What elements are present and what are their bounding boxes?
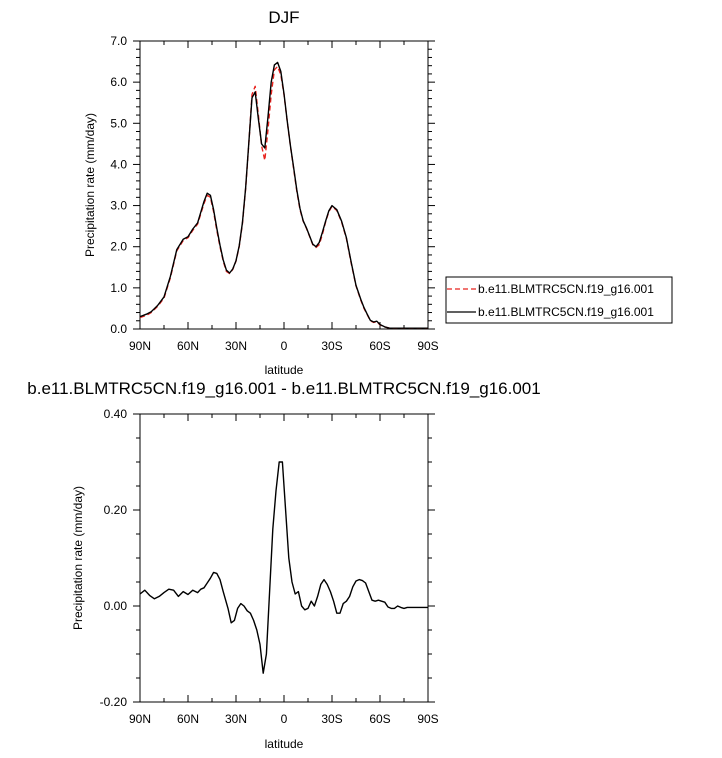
top-x-tick-label: 0 [281,339,288,353]
bottom-x-axis-label: latitude [265,737,304,751]
bottom-panel: b.e11.BLMTRC5CN.f19_g16.001 - b.e11.BLMT… [27,379,540,751]
top-series-line-2 [139,61,428,329]
bottom-chart-title: b.e11.BLMTRC5CN.f19_g16.001 - b.e11.BLMT… [27,379,540,398]
bottom-x-tick-label: 0 [281,712,288,726]
top-x-tick-label: 30S [321,339,342,353]
top-plot-frame [139,40,429,330]
bottom-y-tick-label: -0.20 [100,695,128,709]
top-x-tick-label: 90N [129,339,151,353]
top-legend: b.e11.BLMTRC5CN.f19_g16.001 b.e11.BLMTRC… [445,276,673,324]
legend-box [445,276,673,324]
bottom-x-tick-label: 30N [225,712,247,726]
legend-entry-1: b.e11.BLMTRC5CN.f19_g16.001 [478,282,654,296]
top-y-tick-label: 3.0 [110,199,127,213]
bottom-axis-ticks: 90N 60N 30N 0 30S 60S 90S -0.20 0.00 0.20 0.40 [100,407,439,726]
top-y-tick-label: 2.0 [110,240,127,254]
bottom-y-tick-label: 0.40 [104,407,128,421]
top-x-tick-label: 90S [417,339,438,353]
bottom-x-tick-label: 90N [129,712,151,726]
top-y-axis-label: Precipitation rate (mm/day) [83,113,97,257]
bottom-y-tick-label: 0.00 [104,599,128,613]
top-y-tick-label: 7.0 [110,34,127,48]
top-series-group [139,61,428,329]
bottom-x-tick-label: 60N [177,712,199,726]
bottom-x-tick-label: 60S [369,712,390,726]
top-y-tick-label: 5.0 [110,116,127,130]
top-series-line-1 [139,65,428,329]
bottom-x-tick-label: 90S [417,712,438,726]
top-y-tick-label: 4.0 [110,157,127,171]
top-y-tick-label: 1.0 [110,281,127,295]
bottom-plot-frame [139,413,429,703]
top-chart-title: DJF [268,8,299,27]
top-x-tick-label: 60S [369,339,390,353]
top-x-tick-label: 30N [225,339,247,353]
top-panel: DJF 90N 60N 30N 0 30S 60S 90S 0.0 1.0 2.0 3.0 4.0 5.… [83,8,673,377]
bottom-y-tick-label: 0.20 [104,503,128,517]
bottom-series-group [139,461,428,674]
top-x-tick-label: 60N [177,339,199,353]
top-y-tick-label: 6.0 [110,75,127,89]
top-x-axis-label: latitude [265,363,304,377]
legend-entry-2: b.e11.BLMTRC5CN.f19_g16.001 [478,305,654,319]
top-y-tick-label: 0.0 [110,322,127,336]
top-axis-ticks: 90N 60N 30N 0 30S 60S 90S 0.0 1.0 2.0 3.0 4.0 5.0 6.0… [110,34,438,353]
bottom-x-tick-label: 30S [321,712,342,726]
bottom-y-axis-label: Precipitation rate (mm/day) [71,486,85,630]
bottom-series-line-1 [139,461,428,674]
